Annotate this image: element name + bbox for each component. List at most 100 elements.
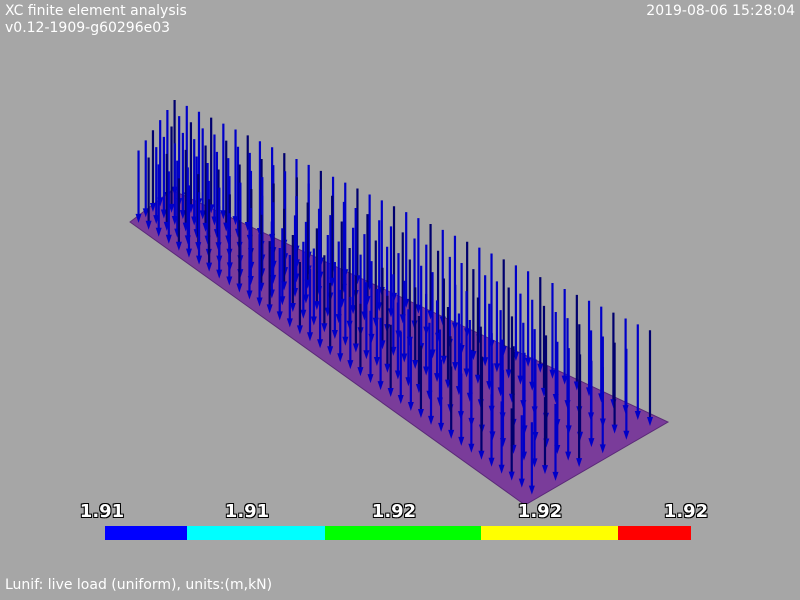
load-arrow-head [160, 209, 167, 219]
load-arrow-head [549, 369, 556, 379]
load-arrow-head [256, 297, 263, 307]
color-scale-bar [105, 526, 691, 540]
load-arrow-head [142, 208, 149, 218]
load-arrow-head [306, 332, 313, 342]
load-arrow-head [199, 210, 206, 220]
color-scale-segment [187, 526, 325, 540]
load-case-caption: Lunif: live load (uniform), units:(m,kN) [5, 577, 273, 593]
load-arrow-head [367, 374, 374, 384]
load-arrow-head [165, 234, 172, 244]
load-arrow-head [528, 485, 535, 495]
load-arrow-head [313, 301, 320, 311]
load-arrows [135, 99, 653, 495]
load-arrow-head [266, 304, 273, 314]
load-arrow-head [175, 241, 182, 251]
load-arrow-head [474, 374, 481, 384]
load-arrow-head [561, 375, 568, 385]
load-arrow-head [407, 401, 414, 411]
load-arrow-head [498, 464, 505, 474]
load-arrow-head [401, 353, 408, 363]
load-arrow-head [342, 336, 349, 346]
load-arrow-head [588, 438, 595, 448]
load-arrow-head [623, 430, 630, 440]
load-arrow-head [478, 450, 485, 460]
load-arrow-head [505, 369, 512, 379]
load-arrow-head [373, 357, 380, 367]
load-arrow-head [357, 367, 364, 377]
load-arrow-head [493, 363, 500, 373]
load-arrow-head [468, 443, 475, 453]
color-scale-segment [481, 526, 618, 540]
load-arrow-head [337, 353, 344, 363]
color-scale-tick-label: 1.91 [224, 501, 270, 522]
load-arrow-head [417, 408, 424, 418]
load-arrow-head [448, 429, 455, 439]
load-arrow-head [508, 471, 515, 481]
load-arrow-head [149, 202, 156, 212]
load-arrow-head [634, 411, 641, 421]
load-arrow-head [289, 302, 296, 312]
load-arrow-head [327, 346, 334, 356]
color-scale-tick-label: 1.92 [517, 501, 563, 522]
load-arrow-head [517, 375, 524, 385]
load-arrow-head [216, 269, 223, 279]
app-title: XC finite element analysis [5, 3, 187, 19]
load-arrow-head [525, 357, 532, 367]
load-arrow-head [518, 478, 525, 488]
load-arrow-head [434, 373, 441, 383]
load-arrow-head [541, 465, 548, 475]
load-arrow-head [387, 388, 394, 398]
load-arrow-head [236, 283, 243, 293]
load-arrow-head [611, 424, 618, 434]
load-arrow-head [310, 316, 317, 326]
load-arrow-head [531, 458, 538, 468]
load-arrow-head [488, 457, 495, 467]
load-arrow-head [428, 415, 435, 425]
load-arrow-head [599, 444, 606, 454]
load-arrow-head [412, 359, 419, 369]
load-arrow-head [331, 329, 338, 339]
load-arrow-head [145, 220, 152, 230]
load-arrow-head [415, 304, 422, 314]
load-arrow-head [384, 363, 391, 373]
load-arrow-head [576, 458, 583, 468]
load-arrow-head [206, 262, 213, 272]
load-arrow-head [363, 350, 370, 360]
load-arrow-head [646, 416, 653, 426]
load-arrow-head [438, 422, 445, 432]
load-arrow-head [390, 346, 397, 356]
load-arrow-head [440, 355, 447, 365]
color-scale-segment [105, 526, 187, 540]
load-arrow-head [350, 305, 357, 315]
load-arrow-head [482, 357, 489, 367]
app-version: v0.12-1909-g60296e03 [5, 20, 171, 36]
load-arrow-head [246, 290, 253, 300]
load-arrow-head [352, 343, 359, 353]
load-arrow-head [226, 276, 233, 286]
load-arrow-head [452, 362, 459, 372]
load-arrow-head [276, 311, 283, 321]
color-scale-tick-label: 1.92 [371, 501, 417, 522]
load-arrow-head [317, 339, 324, 349]
load-arrow-head [185, 248, 192, 258]
load-arrow-head [377, 381, 384, 391]
color-scale-segment [325, 526, 481, 540]
load-arrow-head [463, 368, 470, 378]
load-arrow-head [168, 203, 175, 213]
load-arrow-head [196, 255, 203, 265]
load-arrow-head [135, 213, 142, 223]
load-arrow-head [397, 395, 404, 405]
load-arrow-head [296, 325, 303, 335]
load-arrow-head [155, 227, 162, 237]
color-scale-segment [618, 526, 691, 540]
load-arrow-head [552, 471, 559, 481]
color-scale-tick-label: 1.92 [663, 501, 709, 522]
load-arrow-head [347, 360, 354, 370]
load-arrow-head [394, 370, 401, 380]
load-arrow-head [458, 436, 465, 446]
load-arrow-head [565, 451, 572, 461]
load-arrow-head [286, 318, 293, 328]
load-arrow-head [321, 323, 328, 333]
